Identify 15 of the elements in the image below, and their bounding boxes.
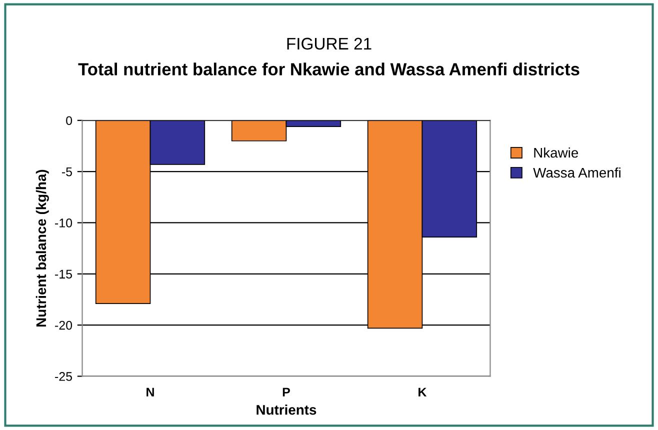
y-tick-label: 0: [66, 116, 72, 126]
chart-title: FIGURE 21: [287, 38, 372, 50]
x-tick-label: K: [418, 388, 427, 396]
y-tick-label: -10: [55, 218, 72, 228]
x-axis-title: Nutrients: [256, 404, 316, 415]
y-tick-label: -25: [55, 372, 72, 381]
legend-label: Wassa Amenfi: [533, 167, 620, 178]
y-tick-label: -15: [55, 270, 72, 279]
chart-subtitle: Total nutrient balance for Nkawie and Wassa Amenfi districts: [78, 62, 580, 76]
x-tick-label: N: [146, 388, 154, 396]
y-tick-label: -5: [62, 168, 72, 176]
y-axis-title: Nutrient balance (kg/ha): [36, 170, 49, 326]
y-tick-label: -20: [55, 320, 72, 330]
x-tick-label: P: [282, 388, 290, 396]
legend-label: Nkawie: [534, 147, 578, 158]
